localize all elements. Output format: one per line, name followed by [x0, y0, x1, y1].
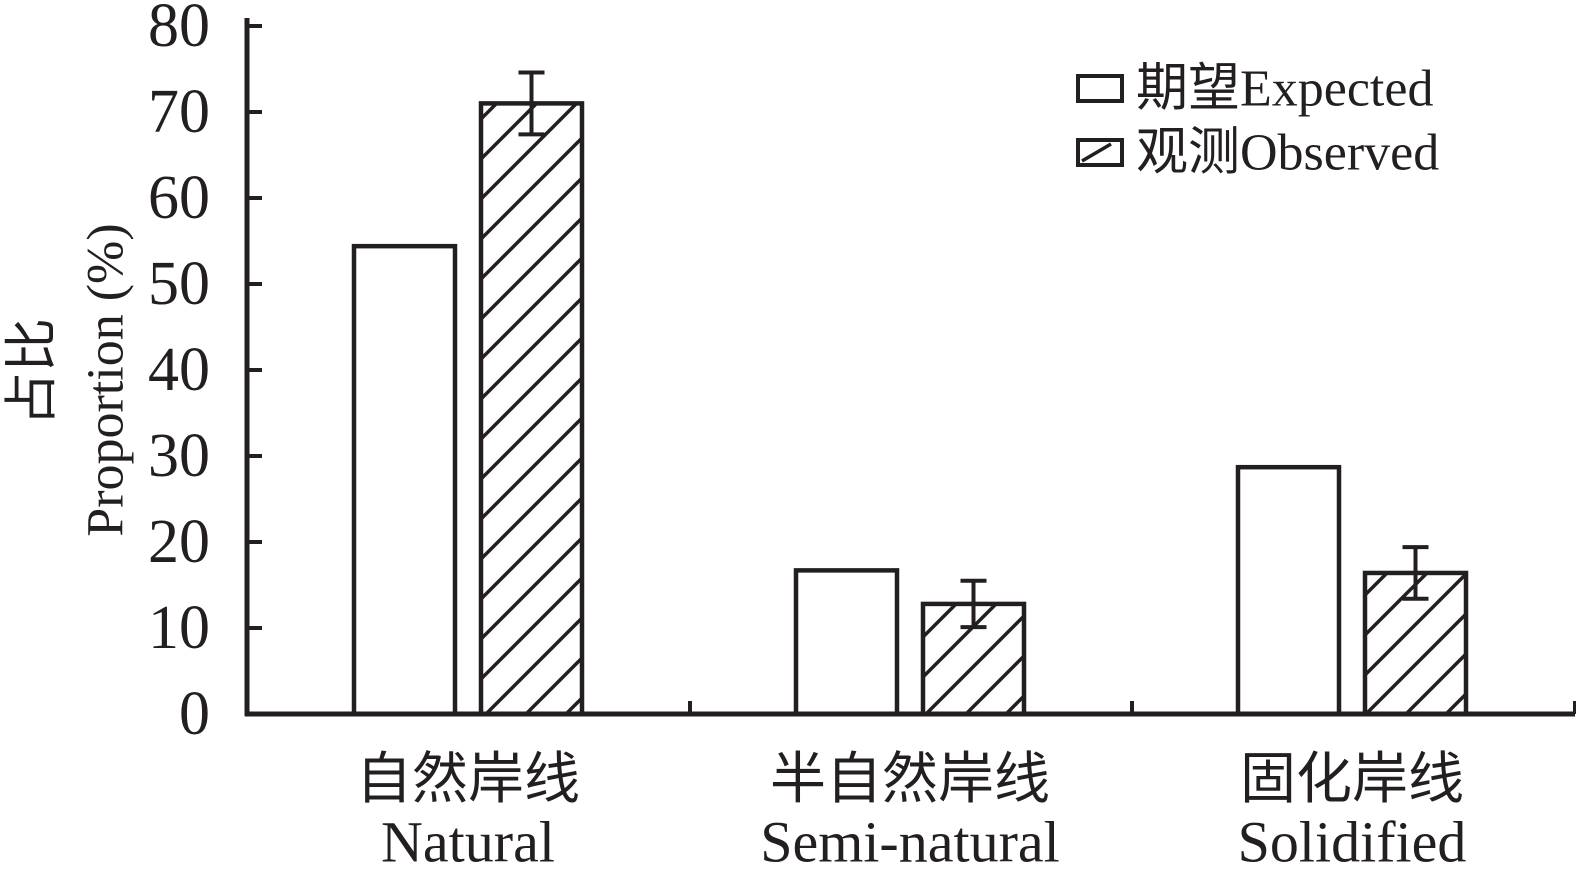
- y-tick-label-50: 50: [148, 250, 210, 318]
- y-tick-label-20: 20: [148, 508, 210, 576]
- bar-observed-natural: [478, 101, 585, 717]
- y-tick-label-70: 70: [148, 78, 210, 146]
- x-category-label-zh-solidified: 固化岸线: [1240, 749, 1464, 811]
- x-category-label-zh-semi-natural: 半自然岸线: [770, 749, 1050, 811]
- x-category-label-en-solidified: Solidified: [1238, 810, 1467, 875]
- bar-expected-semi-natural: [793, 568, 900, 717]
- bar-expected-solidified: [1235, 464, 1342, 717]
- y-tick-label-80: 80: [148, 0, 210, 60]
- legend-hatch-line: [1081, 142, 1112, 163]
- y-tick-label-40: 40: [148, 336, 210, 404]
- bar-expected-natural: [351, 243, 458, 717]
- legend-swatch-expected: [1076, 74, 1124, 103]
- x-category-label-zh-natural: 自然岸线: [356, 749, 580, 811]
- error-bar-observed-natural: [518, 70, 545, 137]
- y-tick-label-30: 30: [148, 422, 210, 490]
- y-tick-label-60: 60: [148, 164, 210, 232]
- y-axis-title-zh: 占比: [2, 318, 62, 426]
- error-bar-observed-solidified: [1402, 545, 1429, 601]
- x-category-label-en-semi-natural: Semi-natural: [760, 810, 1060, 875]
- legend: 期望Expected 观测Observed: [1076, 61, 1439, 182]
- y-tick-label-0: 0: [179, 680, 210, 748]
- error-bar-observed-semi-natural: [960, 578, 987, 630]
- y-tick-label-10: 10: [148, 594, 210, 662]
- x-category-label-en-natural: Natural: [381, 810, 555, 875]
- legend-label-expected: 期望Expected: [1136, 61, 1433, 118]
- y-axis-title-en: Proportion (%): [78, 223, 135, 536]
- legend-label-observed: 观测Observed: [1136, 125, 1439, 182]
